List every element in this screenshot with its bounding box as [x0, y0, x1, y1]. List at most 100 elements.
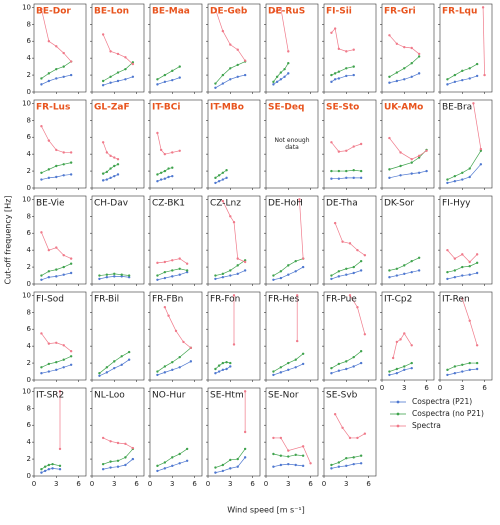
data-point — [345, 67, 348, 70]
panel: CZ-Lnz — [206, 195, 261, 286]
data-point — [298, 198, 301, 201]
data-point — [468, 319, 471, 322]
data-point — [345, 360, 348, 363]
data-point — [345, 367, 348, 371]
data-point — [40, 125, 43, 128]
data-point — [356, 436, 359, 440]
data-point — [163, 270, 167, 274]
data-point — [363, 254, 367, 257]
data-point — [101, 79, 105, 83]
data-point — [410, 259, 413, 263]
y-tick-label: 4 — [27, 246, 32, 254]
data-point — [131, 75, 135, 78]
data-point — [40, 171, 43, 174]
data-point — [410, 361, 413, 365]
data-point — [417, 256, 421, 259]
data-point — [287, 264, 290, 267]
data-point — [410, 270, 413, 274]
data-point — [272, 278, 275, 281]
panel-frame — [323, 387, 377, 477]
data-point — [229, 215, 232, 218]
panel-title: FI-Hyy — [442, 199, 471, 209]
data-point — [287, 462, 290, 466]
panel-title: FR-FBn — [152, 295, 183, 305]
data-point — [294, 453, 297, 457]
data-point — [58, 390, 62, 393]
data-point — [232, 343, 236, 346]
data-point — [116, 163, 120, 166]
y-tick-label: 10 — [22, 195, 31, 203]
data-point — [475, 253, 479, 256]
panel-title: BE-Vie — [36, 199, 65, 209]
data-point — [47, 72, 51, 75]
data-point — [178, 462, 181, 465]
data-point — [352, 462, 355, 466]
data-point — [55, 175, 58, 179]
data-point — [296, 294, 299, 297]
data-point — [156, 83, 159, 86]
data-point — [171, 69, 174, 73]
data-point — [40, 366, 43, 369]
panel: 0 3 6 NL-Loo — [90, 387, 145, 488]
data-point — [221, 463, 225, 467]
data-point — [163, 260, 167, 264]
data-point — [178, 366, 181, 369]
y-tick-label: 8 — [27, 116, 31, 124]
data-point — [163, 80, 167, 84]
data-point — [185, 459, 189, 462]
y-tick-label: 4 — [27, 54, 32, 62]
data-point — [55, 67, 58, 71]
y-tick-label: 0 — [27, 472, 31, 480]
data-point — [272, 452, 275, 456]
data-point — [309, 462, 312, 465]
y-tick-label: 0 — [27, 88, 31, 96]
data-point — [189, 360, 193, 363]
data-point — [109, 460, 112, 463]
data-point — [279, 454, 283, 457]
data-point — [468, 77, 471, 80]
data-point — [62, 163, 65, 166]
data-point — [359, 361, 363, 365]
data-point — [69, 73, 73, 77]
data-point — [236, 48, 239, 51]
data-point — [47, 342, 51, 345]
data-point — [156, 274, 159, 277]
data-point — [345, 74, 348, 78]
panel-frame — [265, 99, 319, 189]
data-point — [116, 52, 120, 56]
data-point — [156, 469, 159, 473]
x-tick-label: 6 — [424, 384, 429, 392]
data-point — [359, 169, 363, 173]
data-point — [337, 70, 341, 73]
panel-title: FR-Lus — [36, 103, 70, 113]
data-point — [40, 83, 43, 86]
data-point — [345, 169, 348, 173]
data-point — [116, 79, 120, 83]
data-point — [417, 154, 421, 158]
data-point — [221, 469, 225, 473]
data-point — [388, 269, 391, 272]
panel-title: BE-Bra — [442, 103, 472, 113]
panel-title: FI-Sii — [326, 7, 352, 17]
data-point — [468, 361, 471, 365]
data-point — [182, 340, 185, 344]
data-point — [156, 370, 159, 373]
panel: FR-Hes — [264, 291, 319, 382]
data-point — [395, 71, 399, 74]
panel-title: CZ-BK1 — [152, 199, 185, 209]
x-tick-label: 0 — [32, 480, 36, 488]
data-point — [356, 248, 359, 252]
panel-frame — [33, 99, 87, 189]
data-point — [156, 464, 159, 468]
data-point — [453, 174, 457, 178]
y-tick-label: 6 — [27, 37, 32, 45]
data-point — [55, 45, 58, 48]
data-point — [446, 373, 449, 377]
data-point — [55, 246, 58, 249]
y-tick-label: 2 — [27, 71, 31, 79]
panel: 0 2 4 6 8 10 FR-Lus — [22, 99, 87, 192]
data-point — [296, 339, 299, 343]
y-tick-label: 10 — [22, 291, 31, 299]
panel-title: FR-Lqu — [442, 7, 477, 17]
data-point — [40, 7, 43, 11]
